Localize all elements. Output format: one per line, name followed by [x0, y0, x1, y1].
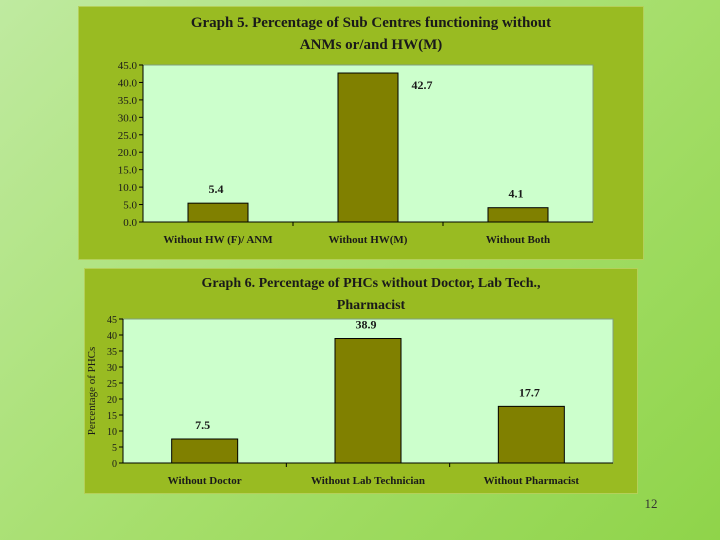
y-tick-label: 25 — [107, 379, 117, 390]
y-tick-label: 5 — [112, 443, 117, 454]
category-label: Without Doctor — [168, 475, 242, 487]
category-label: Without Pharmacist — [484, 475, 580, 487]
chart-title-line: Pharmacist — [337, 298, 406, 313]
chart-title-line: Graph 6. Percentage of PHCs without Doct… — [201, 276, 540, 291]
y-tick-label: 20 — [107, 395, 117, 406]
y-tick-label: 5.0 — [123, 200, 137, 212]
bar — [497, 405, 565, 464]
bar — [337, 72, 399, 223]
y-tick-label: 0.0 — [123, 217, 137, 229]
graph5-panel: Graph 5. Percentage of Sub Centres funct… — [78, 6, 644, 260]
y-tick-label: 25.0 — [118, 130, 138, 142]
data-label: 17.7 — [519, 385, 540, 399]
bar — [334, 338, 402, 464]
bar — [187, 202, 249, 223]
y-tick-label: 0 — [112, 459, 117, 470]
y-tick-label: 35.0 — [118, 95, 138, 107]
y-tick-label: 10.0 — [118, 182, 138, 194]
category-label: Without HW(M) — [329, 234, 408, 246]
chart-title-line: Graph 5. Percentage of Sub Centres funct… — [191, 15, 551, 31]
graph6-panel: Graph 6. Percentage of PHCs without Doct… — [84, 268, 638, 494]
y-axis-title: Percentage of PHCs — [86, 347, 98, 436]
category-label: Without Lab Technician — [311, 475, 425, 487]
category-label: Without Both — [486, 234, 550, 246]
y-tick-label: 20.0 — [118, 147, 138, 159]
data-label: 7.5 — [195, 418, 210, 432]
y-tick-label: 10 — [107, 427, 117, 438]
bar — [487, 207, 549, 223]
data-label: 5.4 — [209, 182, 224, 196]
data-label: 4.1 — [509, 187, 524, 201]
graph5-chart: Graph 5. Percentage of Sub Centres funct… — [118, 15, 594, 246]
y-tick-label: 45 — [107, 315, 117, 326]
y-tick-label: 45.0 — [118, 60, 138, 72]
y-tick-label: 40.0 — [118, 77, 138, 89]
graph6-chart: Graph 6. Percentage of PHCs without Doct… — [86, 276, 614, 487]
y-tick-label: 30.0 — [118, 112, 138, 124]
y-tick-label: 40 — [107, 331, 117, 342]
data-label: 38.9 — [356, 318, 377, 332]
page-number: 12 — [644, 496, 658, 511]
chart-title-line: ANMs or/and HW(M) — [300, 37, 443, 53]
y-tick-label: 30 — [107, 363, 117, 374]
y-tick-label: 15 — [107, 411, 117, 422]
y-tick-label: 15.0 — [118, 165, 138, 177]
y-tick-label: 35 — [107, 347, 117, 358]
bar — [171, 438, 239, 464]
category-label: Without HW (F)/ ANM — [163, 234, 273, 246]
data-label: 42.7 — [412, 78, 433, 92]
